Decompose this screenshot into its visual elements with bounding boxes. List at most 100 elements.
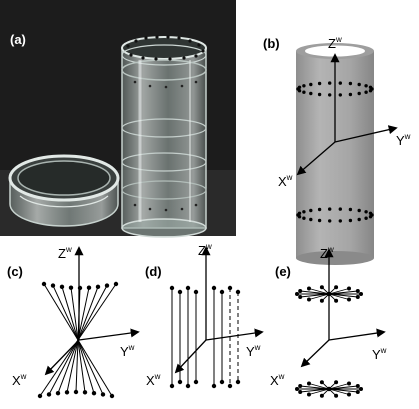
x-axis-label: Xw (146, 372, 161, 388)
ring-point (357, 82, 361, 87)
cylinder-bottom (296, 251, 374, 265)
star-ray (300, 388, 330, 393)
upper-point-ring (296, 81, 374, 97)
ring-point (309, 217, 313, 222)
line-endpoint (169, 285, 175, 291)
ring-point (302, 84, 306, 88)
star-point (355, 295, 360, 299)
z-axis-label: Zw (328, 35, 342, 51)
line-endpoint (193, 379, 199, 385)
line-endpoint (73, 389, 79, 395)
star-ray (308, 293, 330, 300)
x-axis (296, 141, 336, 176)
ring-point (302, 210, 306, 214)
line-endpoint (55, 390, 61, 396)
line-endpoint (211, 383, 217, 389)
star-ray (328, 388, 358, 393)
line-endpoint (235, 289, 241, 295)
line-endpoint (177, 289, 183, 295)
line-endpoint (227, 285, 233, 291)
cylinder-top-opening (305, 45, 365, 57)
star-ray (308, 383, 330, 390)
star-point (334, 393, 339, 398)
star-point (334, 380, 339, 385)
ring-point (309, 208, 313, 213)
star-ray (308, 288, 330, 295)
ring-point (302, 90, 306, 94)
star-ray (328, 385, 358, 390)
star-point (359, 387, 363, 391)
line-endpoint (68, 285, 74, 290)
ring-point (364, 216, 368, 220)
line-endpoint (104, 283, 110, 288)
panel-c-label: (c) (7, 264, 23, 279)
line-endpoint (82, 390, 88, 395)
ring-point (338, 93, 342, 97)
ring-point (368, 85, 373, 90)
star-ray (328, 383, 350, 390)
star-ray (328, 293, 350, 300)
point-rings (296, 81, 374, 223)
star-point (307, 392, 311, 397)
x-axis-label: Xw (12, 372, 27, 388)
z-axis-label: Zw (320, 245, 334, 261)
y-axis (205, 328, 264, 341)
line-endpoint (46, 392, 52, 397)
line-endpoint (177, 379, 183, 385)
line-endpoint (169, 383, 175, 389)
line-endpoint (235, 379, 241, 385)
star-ray (308, 388, 330, 395)
ring-point (357, 208, 361, 213)
ring-point (297, 85, 302, 90)
ring-point (348, 92, 353, 97)
x-axis (44, 339, 80, 376)
ring-point (309, 82, 313, 87)
panel-c: (c) Zw Yw Xw (7, 245, 140, 399)
x-axis-label: Xw (270, 372, 285, 388)
z-axis-label: Zw (198, 242, 212, 258)
star-point (334, 298, 339, 303)
star-ray (328, 293, 358, 298)
ring-point (364, 210, 368, 214)
ring-point (328, 81, 332, 85)
ring-point (328, 207, 332, 211)
star-point (298, 384, 303, 388)
line-endpoint (41, 281, 47, 287)
line-endpoint (50, 283, 56, 288)
star-ray (300, 290, 330, 295)
line-endpoint (193, 289, 199, 295)
y-axis-label: Yw (120, 343, 135, 359)
projection-line (39, 283, 117, 397)
star-point (355, 289, 360, 293)
ring-point (338, 207, 342, 211)
z-axis-label: Zw (58, 245, 72, 261)
line-endpoint (100, 392, 106, 397)
star-point (319, 298, 324, 303)
star-point (307, 381, 311, 386)
star-point (298, 390, 303, 394)
star-point (319, 380, 324, 385)
ring-point (317, 81, 322, 86)
ring-point (317, 218, 322, 223)
line-endpoint (227, 383, 233, 389)
line-endpoint (185, 285, 191, 291)
panel-e-label: (e) (275, 264, 291, 279)
y-axis (78, 328, 140, 341)
panel-b-label: (b) (263, 36, 280, 51)
star-point (307, 297, 311, 302)
upper-star (295, 285, 363, 303)
ring-point (348, 81, 353, 86)
ring-point (338, 219, 342, 223)
line-endpoint (219, 379, 225, 385)
star-ray (328, 388, 350, 395)
star-point (355, 384, 360, 388)
ring-point (338, 81, 342, 85)
ring-point (368, 215, 373, 219)
star-point (347, 381, 351, 386)
short-glass-ring (8, 154, 120, 227)
star-point (295, 292, 299, 296)
star-ray (300, 293, 330, 298)
ring-point (357, 217, 361, 222)
star-point (359, 292, 363, 296)
